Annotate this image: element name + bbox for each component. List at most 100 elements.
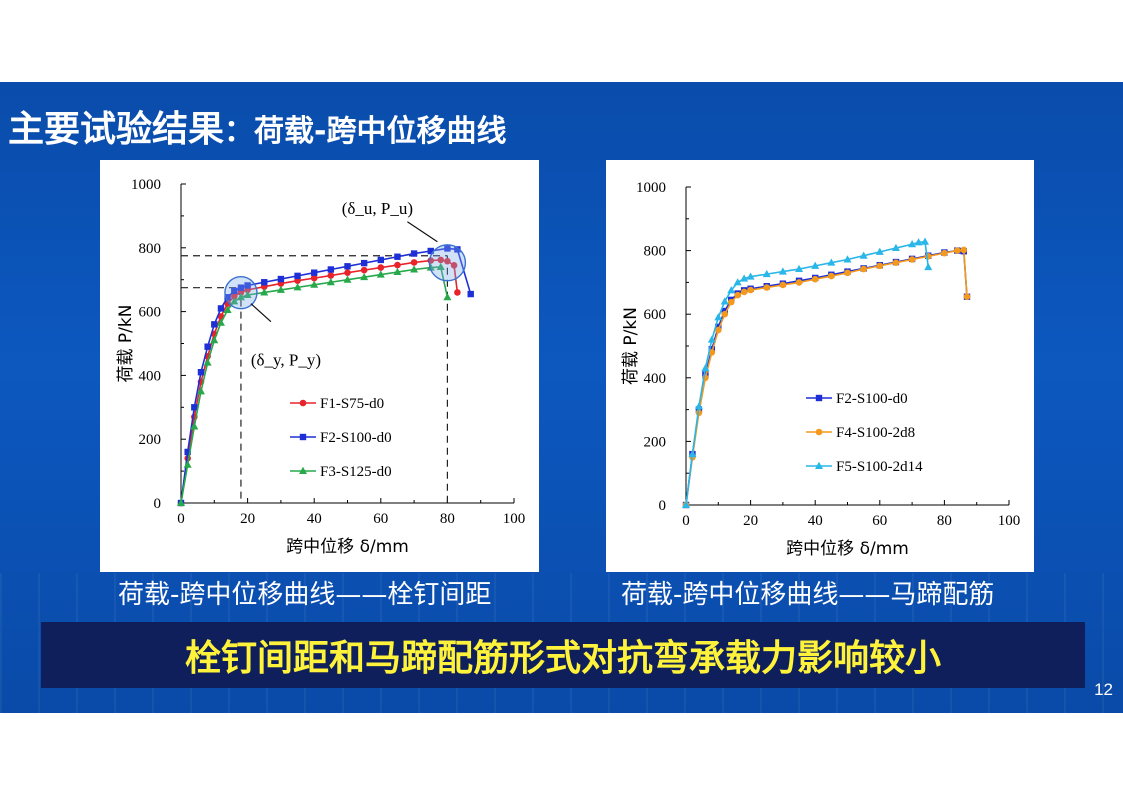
data-point	[393, 267, 402, 276]
data-point	[727, 286, 736, 294]
yield-highlight-circle	[224, 275, 258, 310]
x-axis-label: 跨中位移 δ/mm	[786, 539, 909, 559]
data-point	[436, 262, 445, 270]
data-point	[763, 284, 771, 291]
data-point	[376, 270, 385, 278]
data-point	[360, 272, 369, 281]
series-line	[685, 240, 930, 506]
data-point	[410, 265, 419, 273]
y-tick-label: 0	[659, 498, 667, 514]
data-point	[426, 263, 435, 271]
data-point	[230, 297, 239, 305]
x-tick-label: 100	[998, 513, 1021, 529]
y-tick-label: 800	[139, 241, 162, 257]
data-point	[377, 256, 384, 264]
data-point	[177, 498, 185, 506]
data-point	[327, 272, 335, 279]
series-F4-S100-2d8	[682, 246, 971, 509]
data-point	[891, 243, 900, 252]
data-point	[327, 266, 335, 273]
data-point	[740, 274, 749, 282]
data-point	[231, 287, 238, 295]
series-F3-S125-d0	[177, 262, 452, 506]
data-point	[762, 269, 771, 278]
y-tick-label: 0	[154, 496, 162, 512]
page-number: 12	[1094, 680, 1113, 699]
data-point	[720, 297, 729, 305]
data-point	[701, 364, 710, 372]
data-point	[377, 264, 385, 271]
data-point	[293, 283, 302, 291]
x-tick-label: 40	[307, 511, 322, 527]
data-point	[311, 269, 318, 276]
data-point	[467, 290, 474, 298]
data-point	[326, 278, 335, 286]
data-point	[708, 349, 716, 356]
x-tick-label: 80	[440, 511, 455, 527]
data-point	[779, 281, 787, 289]
data-point	[190, 422, 199, 430]
x-tick-label: 20	[240, 511, 255, 527]
data-point	[184, 448, 191, 456]
slide-title-colon: ：	[224, 114, 255, 149]
data-point	[960, 246, 968, 254]
y-tick-label: 400	[139, 368, 162, 384]
data-point	[811, 261, 820, 269]
data-point	[230, 292, 238, 300]
chart-panel-stud-spacing: 0 20 40 60 80 100 0 200 400 600 800 1000 跨中位移 δ/mm 荷载…	[100, 160, 539, 572]
data-point	[224, 294, 231, 301]
data-point	[454, 289, 461, 296]
data-point	[437, 256, 445, 264]
legend-label: F5-S100-2d14	[836, 459, 923, 475]
data-point	[191, 404, 198, 411]
data-point	[427, 247, 434, 255]
slide-title-sub: 荷载-跨中位移曲线	[254, 114, 507, 149]
caption-stud-spacing: 荷载-跨中位移曲线——栓钉间距	[118, 580, 492, 610]
data-point	[746, 272, 755, 280]
data-point	[876, 262, 884, 270]
y-tick-label: 400	[644, 371, 667, 387]
series-line	[180, 266, 449, 504]
y-axis-label: 荷载 P/kN	[621, 307, 641, 385]
data-point	[688, 449, 697, 458]
legend-label: F4-S100-2d8	[836, 425, 915, 441]
series-F2-S100-d0	[682, 247, 971, 509]
data-point	[410, 250, 418, 257]
x-tick-label: 60	[373, 511, 388, 527]
caption-horseshoe-reinforcement: 荷载-跨中位移曲线——马蹄配筋	[621, 580, 995, 610]
data-point	[294, 272, 301, 280]
data-point	[941, 249, 948, 257]
series-F5-S100-2d14	[682, 237, 933, 508]
data-point	[443, 293, 452, 301]
data-point	[450, 262, 458, 269]
data-point	[244, 282, 251, 289]
data-point	[733, 278, 742, 286]
data-point	[410, 259, 418, 266]
data-point	[444, 257, 451, 265]
data-point	[747, 286, 754, 294]
data-point	[924, 262, 933, 271]
data-point	[360, 266, 368, 274]
data-point	[224, 300, 231, 307]
data-point	[694, 402, 703, 410]
data-point	[727, 298, 735, 306]
conclusion-box: 栓钉间距和马蹄配筋形式对抗弯承载力影响较小	[41, 622, 1085, 688]
data-point	[921, 237, 930, 245]
series-F2-S100-d0	[177, 245, 474, 507]
yield-arrow	[250, 303, 272, 323]
data-point	[795, 279, 803, 286]
data-point	[682, 500, 690, 508]
data-point	[734, 291, 741, 299]
data-point	[260, 288, 269, 296]
ultimate-arrow	[407, 221, 438, 243]
y-tick-label: 1000	[636, 180, 666, 196]
x-tick-label: 80	[937, 513, 952, 529]
x-tick-label: 0	[682, 513, 690, 529]
data-point	[715, 326, 722, 334]
conclusion-text: 栓钉间距和马蹄配筋形式对抗弯承载力影响较小	[184, 638, 941, 679]
data-point	[310, 274, 318, 282]
data-point	[859, 251, 868, 259]
data-point	[261, 279, 268, 286]
data-point	[827, 258, 836, 266]
